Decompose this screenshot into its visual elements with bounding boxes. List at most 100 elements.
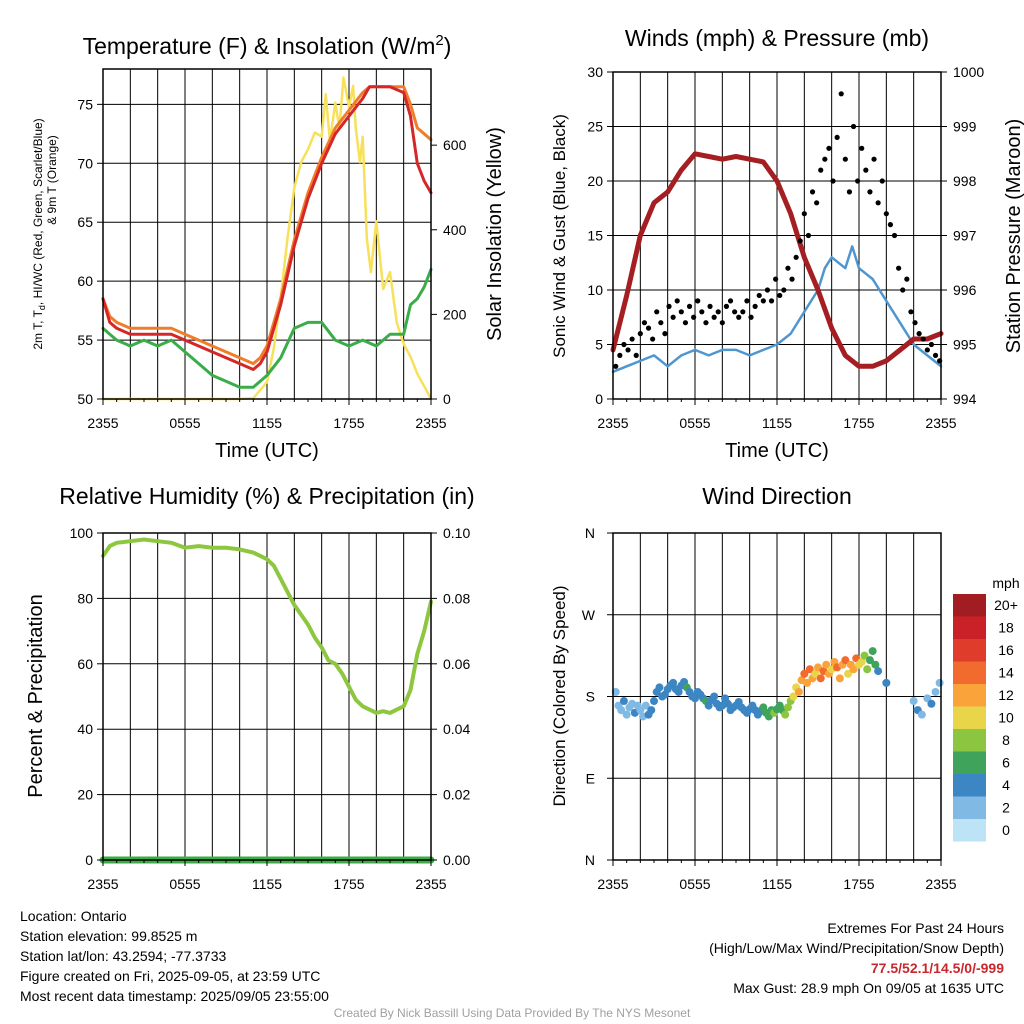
winds-gust-point: [756, 292, 762, 299]
rh-ytick-right-label: 0.00: [443, 852, 470, 868]
winds-ytick-label: 0: [595, 391, 603, 407]
colorbar-swatch: [953, 751, 986, 774]
winds-xtick-label: 0555: [679, 415, 710, 431]
winds-gust-point: [773, 276, 779, 282]
colorbar-swatch: [953, 639, 986, 662]
wdir-point: [822, 660, 831, 669]
temp-ylabel-line2: & 9m T (Orange): [45, 135, 59, 225]
wdir-point: [874, 667, 883, 676]
winds-gust-point: [703, 320, 709, 326]
colorbar-swatch: [953, 661, 986, 684]
wdir-point: [841, 656, 850, 665]
colorbar-label: 2: [1002, 800, 1010, 816]
winds-gust-point: [686, 303, 693, 309]
colorbar-label: 16: [998, 642, 1014, 658]
colorbar-label: 20+: [994, 597, 1018, 613]
colorbar-label: 18: [998, 620, 1014, 636]
winds-gust-point: [883, 211, 889, 217]
winds-gust-point: [801, 211, 807, 217]
winds-gust-point: [670, 314, 676, 320]
rh-ytick-right-label: 0.04: [443, 721, 470, 737]
winds-ylabel-right: Station Pressure (Maroon): [1003, 119, 1024, 354]
colorbar-swatch: [953, 706, 986, 729]
wdir-point: [789, 692, 798, 701]
colorbar-swatch: [953, 594, 986, 617]
winds-gust-point: [740, 309, 746, 315]
winds-gust-point: [658, 320, 664, 326]
winds-ytick-right-label: 997: [953, 228, 977, 244]
winds-xtick-label: 2355: [597, 415, 628, 431]
rh-ytick-label: 0: [85, 852, 93, 868]
winds-gust-point: [617, 352, 623, 358]
temp-ytick-right-label: 600: [443, 137, 467, 153]
winds-panel: 0 5 10 15 20 25 30 994 995 996 997 998 999 1000 2355 05…: [550, 25, 1024, 462]
temp-xtick-label: 2355: [87, 415, 118, 431]
colorbar-swatch: [953, 774, 986, 797]
winds-xtick-label: 1155: [762, 415, 792, 431]
temp-ytick-label: 70: [77, 155, 93, 171]
recent-data-timestamp: Most recent data timestamp: 2025/09/05 2…: [20, 988, 329, 1004]
wdir-point: [931, 687, 940, 696]
temp-ytick-right-label: 400: [443, 222, 467, 238]
winds-gust-point: [625, 347, 631, 353]
wdir-ytick-label: S: [586, 689, 595, 705]
winds-ytick-right-label: 995: [953, 337, 977, 353]
winds-gust-point: [613, 363, 619, 369]
wdir-point: [882, 678, 891, 687]
winds-gust-point: [752, 303, 758, 309]
winds-ytick-label: 5: [595, 337, 603, 353]
station-location: Location: Ontario: [20, 908, 127, 924]
winds-gust-point: [809, 189, 816, 195]
wdir-ytick-label: N: [585, 852, 595, 868]
wdir-colorbar: mph 20+ 18 16 14 12 10 8 6 4 2 0: [953, 575, 1020, 842]
colorbar-label: 4: [1002, 777, 1010, 793]
winds-xtick-label: 2355: [925, 415, 956, 431]
colorbar-label: 6: [1002, 755, 1010, 771]
winds-gust-point: [785, 265, 791, 271]
winds-gust-point: [842, 156, 848, 162]
winds-gust-point: [932, 352, 939, 358]
rh-ytick-right-label: 0.08: [443, 590, 470, 606]
wdir-point: [868, 647, 877, 656]
winds-ytick-right-label: 994: [953, 391, 977, 407]
rh-xtick-label: 1755: [333, 876, 364, 892]
temp-ytick-label: 50: [77, 391, 93, 407]
rh-ytick-right-label: 0.02: [443, 787, 470, 803]
winds-gust-point: [781, 287, 787, 293]
winds-ytick-label: 30: [587, 64, 603, 80]
winds-gust-point: [826, 145, 832, 151]
wdir-point: [927, 699, 936, 708]
winds-xtick-label: 1755: [843, 415, 874, 431]
wdir-point: [619, 697, 628, 706]
colorbar-swatch: [953, 684, 986, 707]
rh-panel: 0 20 40 60 80 100 0.00 0.02 0.04 0.06 0.08 0.10 2355…: [25, 483, 475, 892]
winds-series-sonic-wind: [611, 245, 943, 374]
wdir-point: [917, 710, 926, 719]
wdir-xtick-label: 1155: [762, 876, 792, 892]
wdir-point: [857, 657, 866, 666]
winds-gust-point: [846, 189, 853, 195]
winds-ytick-right-label: 1000: [953, 64, 984, 80]
winds-gust-point: [887, 222, 894, 228]
rh-ylabel: Percent & Precipitation: [25, 594, 47, 797]
wdir-point: [710, 692, 719, 701]
wdir-xtick-label: 0555: [679, 876, 710, 892]
winds-xlabel: Time (UTC): [725, 440, 829, 462]
winds-gust-point: [682, 320, 689, 326]
winds-gust-point: [822, 156, 828, 162]
temp-ytick-label: 60: [77, 273, 93, 289]
winds-gust-point: [928, 341, 935, 348]
winds-gust-point: [896, 265, 902, 271]
winds-gust-point: [818, 167, 824, 173]
winds-gust-point: [912, 320, 918, 326]
wdir-point: [935, 678, 944, 687]
wdir-point: [816, 674, 825, 683]
winds-gust-point: [748, 314, 754, 320]
winds-ytick-label: 20: [587, 173, 603, 189]
winds-gust-point: [723, 303, 730, 309]
winds-gust-point: [732, 309, 738, 315]
temp-ytick-label: 75: [77, 96, 93, 112]
temp-series-insolation: [101, 76, 433, 401]
colorbar-label: 12: [998, 687, 1014, 703]
